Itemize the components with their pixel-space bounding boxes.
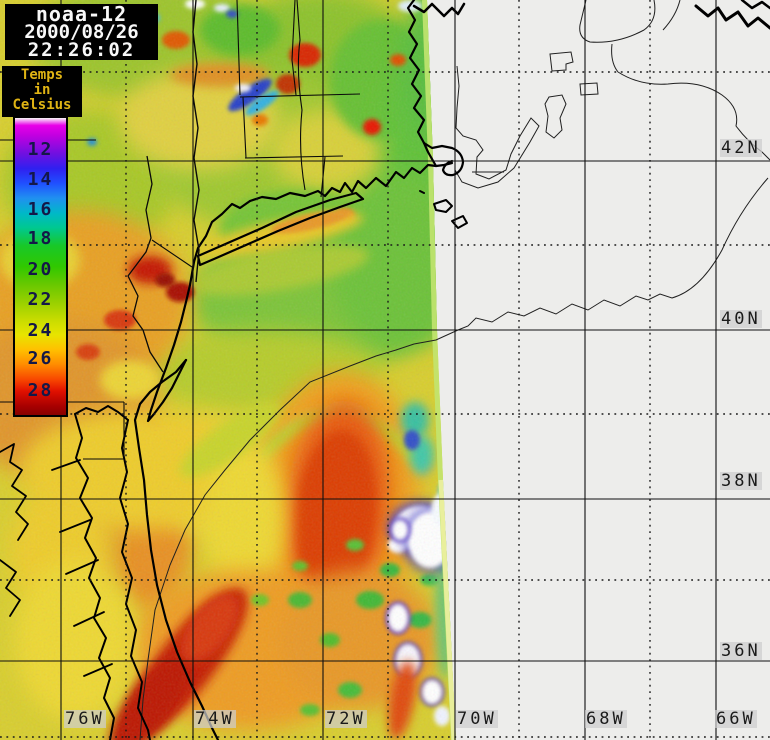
lon-label-72w: 72W bbox=[325, 709, 367, 729]
colorbar-tick-26: 26 bbox=[27, 348, 54, 369]
state-border-layer bbox=[0, 0, 361, 460]
colorbar-tick-14: 14 bbox=[27, 169, 54, 190]
bathymetry-contours bbox=[139, 0, 770, 740]
lon-label-76w: 76W bbox=[64, 709, 106, 729]
lon-label-70w: 70W bbox=[456, 709, 498, 729]
colorbar-tick-20: 20 bbox=[27, 259, 54, 280]
lat-label-38n: 38N bbox=[720, 471, 762, 491]
satellite-name: noaa-12 bbox=[35, 2, 128, 26]
colorbar bbox=[13, 116, 68, 417]
lat-label-36n: 36N bbox=[720, 641, 762, 661]
lon-label-74w: 74W bbox=[194, 709, 236, 729]
colorbar-tick-22: 22 bbox=[27, 289, 54, 310]
colorbar-tick-18: 18 bbox=[27, 228, 54, 249]
lon-label-68w: 68W bbox=[585, 709, 627, 729]
legend-title-line3: Celsius bbox=[12, 97, 72, 113]
lon-label-66w: 66W bbox=[715, 709, 757, 729]
header-box: noaa-12 2000/08/26 22:26:02 bbox=[5, 4, 158, 60]
colorbar-tick-12: 12 bbox=[27, 139, 54, 160]
colorbar-tick-28: 28 bbox=[27, 380, 54, 401]
sst-data-layer bbox=[0, 0, 456, 740]
capture-time: 22:26:02 bbox=[27, 39, 136, 61]
capture-date: 2000/08/26 bbox=[24, 21, 139, 43]
legend-title-line1: Temps bbox=[20, 67, 64, 83]
legend-title-line2: in bbox=[33, 82, 51, 98]
colorbar-tick-24: 24 bbox=[27, 320, 54, 341]
legend-title-box: Temps in Celsius bbox=[2, 66, 82, 117]
colorbar-tick-16: 16 bbox=[27, 199, 54, 220]
lat-label-40n: 40N bbox=[720, 309, 762, 329]
lat-label-42n: 42N bbox=[720, 138, 762, 158]
